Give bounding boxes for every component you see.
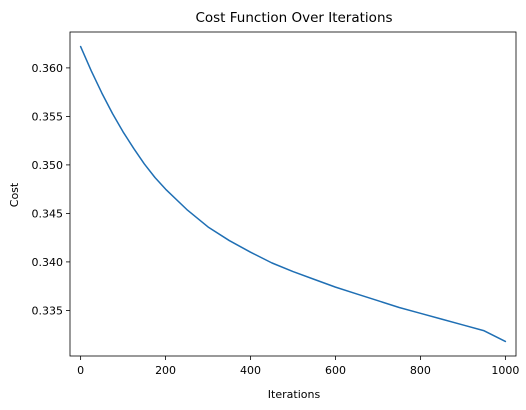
x-tick-label: 1000 (491, 364, 519, 377)
y-tick-label: 0.360 (32, 62, 64, 75)
y-tick-label: 0.350 (32, 159, 64, 172)
x-tick-label: 0 (77, 364, 84, 377)
chart-title: Cost Function Over Iterations (195, 10, 392, 26)
x-tick-label: 800 (410, 364, 431, 377)
y-axis-ticks: 0.335 0.340 0.345 0.350 0.355 0.360 (32, 62, 70, 317)
x-axis-title: Iterations (268, 388, 321, 401)
plot-frame (69, 31, 517, 357)
x-axis-ticks: 0 200 400 600 800 1000 (77, 356, 519, 377)
y-tick-label: 0.340 (32, 256, 64, 269)
x-tick-label: 400 (240, 364, 261, 377)
y-tick-label: 0.345 (32, 207, 64, 220)
y-tick-label: 0.335 (32, 304, 64, 317)
x-tick-label: 600 (325, 364, 346, 377)
plot-area (70, 32, 516, 356)
y-tick-label: 0.355 (32, 110, 64, 123)
cost-series-line (79, 45, 507, 343)
x-tick-label: 200 (155, 364, 176, 377)
y-axis-title: Cost (8, 182, 21, 207)
